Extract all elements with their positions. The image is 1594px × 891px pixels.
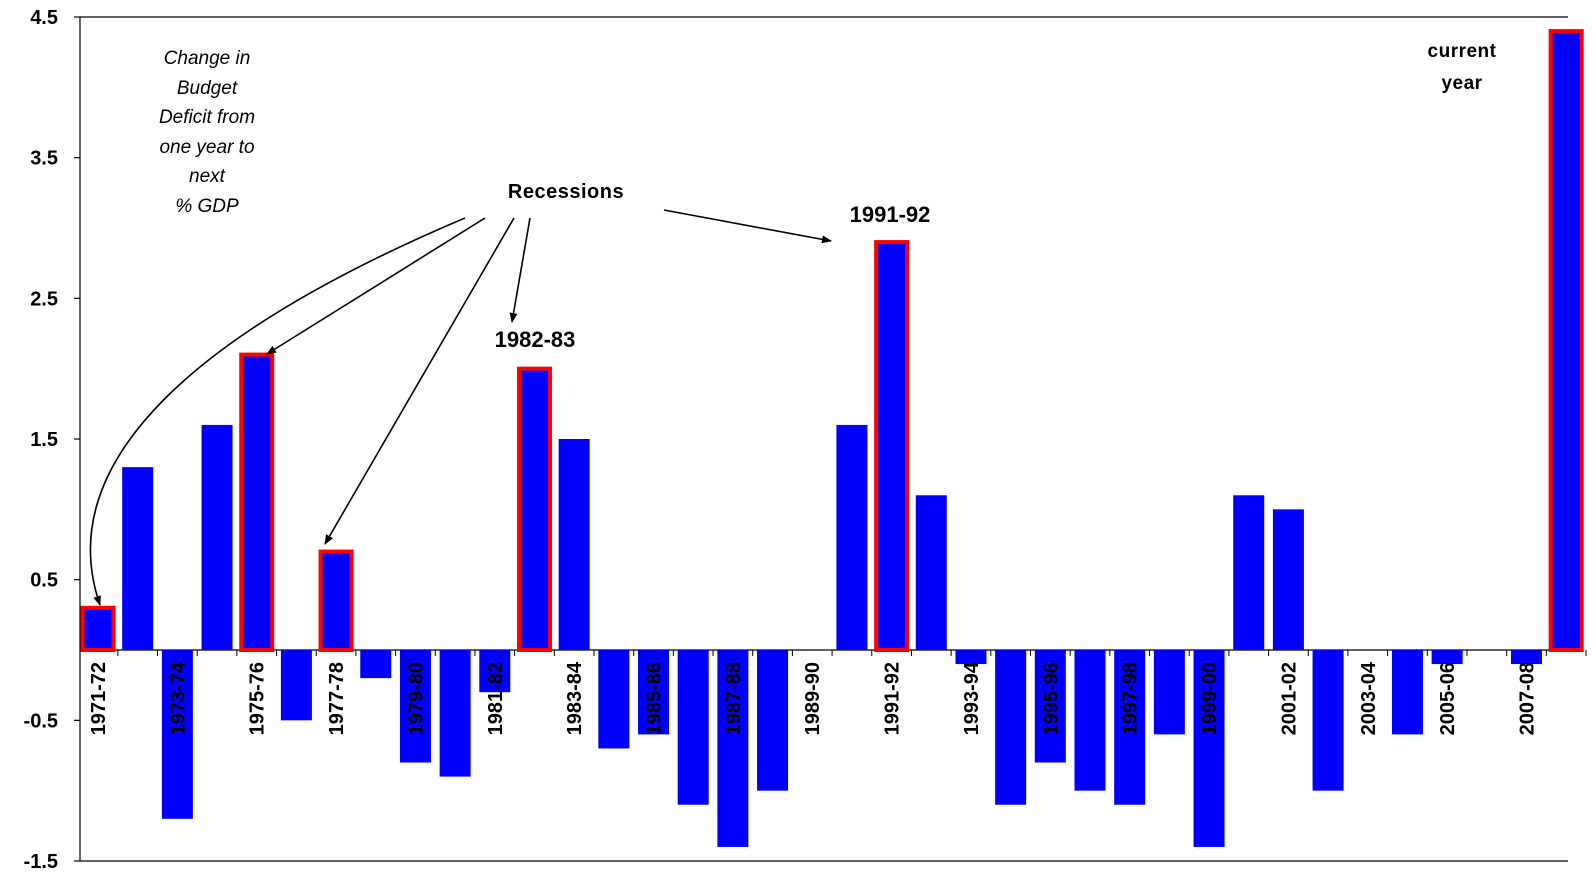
y-tick-label: 0.5 [30, 570, 58, 592]
x-tick-label: 1997-98 [1120, 662, 1142, 735]
bar-1973-74 [161, 650, 193, 819]
description-line: Change in [163, 48, 251, 69]
x-tick-label: 1975-76 [247, 662, 269, 735]
bar-1998-99 [1153, 650, 1185, 735]
x-tick-label: 1973-74 [167, 661, 189, 735]
x-tick-label: 1991-92 [882, 662, 904, 735]
x-tick-label: 1981-82 [485, 662, 507, 735]
recession-arrows [89, 209, 832, 606]
description-line: one year to [159, 136, 255, 158]
x-tick-label: 2003-04 [1358, 661, 1380, 735]
bar-1980-81 [439, 650, 471, 777]
bar-1997-98 [1114, 650, 1146, 805]
bar-recession-1975-76 [239, 352, 275, 652]
current-year-line: year [1441, 73, 1483, 94]
x-tick-label: 2005-06 [1437, 662, 1459, 735]
description-line: Deficit from [158, 107, 256, 128]
x-tick-label: 1985-86 [644, 662, 666, 735]
bar-2005-06 [1431, 650, 1463, 665]
bar-1999-00 [1193, 650, 1225, 847]
arrow-to-1975-76 [266, 217, 486, 355]
bar-recession-2008-09 [1548, 29, 1584, 653]
bar-1992-93 [915, 495, 947, 650]
x-tick-label: 1999-00 [1199, 662, 1221, 735]
arrow-to-1991-92 [663, 209, 832, 244]
x-tick-label: 1995-96 [1040, 662, 1062, 735]
bar-recession-1982-83 [516, 366, 552, 652]
bar-1995-96 [1034, 650, 1066, 763]
x-tick-label: 1979-80 [405, 662, 427, 735]
bar-recession-1971-72 [80, 605, 116, 652]
y-tick-label: 3.5 [30, 148, 58, 170]
y-tick-label: 2.5 [30, 288, 58, 310]
bar-recession-1991-92 [874, 240, 910, 652]
bar-1981-82 [479, 650, 511, 693]
bar-2004-05 [1391, 650, 1423, 735]
description-line: % GDP [175, 195, 239, 217]
y-tick-label: 4.5 [30, 7, 58, 29]
bar-1990-91 [836, 424, 868, 650]
x-tick-label: 1989-90 [802, 662, 824, 735]
bar-1987-88 [717, 650, 749, 847]
current-year-label: current year [1410, 36, 1514, 100]
x-tick-label: 1971-72 [88, 662, 110, 735]
y-tick-label: -1.5 [24, 851, 58, 873]
bar-1986-87 [677, 650, 709, 805]
bar-1996-97 [1074, 650, 1106, 791]
bar-1983-84 [558, 439, 590, 650]
bar-1978-79 [360, 650, 392, 679]
recessions-label: Recessions [507, 181, 625, 203]
bar-recession-1977-78 [318, 549, 354, 652]
x-tick-label: 1993-94 [961, 661, 983, 735]
bar-1974-75 [201, 424, 233, 650]
x-tick-label: 1983-84 [564, 661, 586, 735]
arrow-to-1977-78 [324, 217, 515, 545]
bar-2002-03 [1312, 650, 1344, 791]
bar-1993-94 [955, 650, 987, 665]
bar-1994-95 [995, 650, 1027, 805]
current-year-line: current [1427, 41, 1497, 62]
x-tick-label: 1987-88 [723, 662, 745, 735]
x-tick-label: 2007-08 [1516, 662, 1538, 735]
bar-1976-77 [280, 650, 312, 721]
bar-1984-85 [598, 650, 630, 749]
y-tick-label: 1.5 [30, 429, 58, 451]
x-tick-label: 1977-78 [326, 662, 348, 735]
bar-1972-73 [122, 467, 154, 650]
recession-1982-83-label: 1982-83 [494, 327, 576, 352]
bar-1979-80 [399, 650, 431, 763]
y-tick-label: -0.5 [24, 710, 58, 732]
description-line: next [189, 166, 225, 187]
bar-1985-86 [638, 650, 670, 735]
recession-1991-92-label: 1991-92 [849, 202, 931, 227]
description-line: Budget [176, 77, 238, 99]
bar-2007-08 [1510, 650, 1542, 665]
chart-description-note: Change in Budget Deficit from one year t… [132, 44, 282, 221]
x-tick-label: 2001-02 [1278, 662, 1300, 735]
bar-2000-01 [1233, 495, 1265, 650]
bar-1988-89 [757, 650, 789, 791]
bar-2001-02 [1272, 509, 1304, 650]
arrow-to-1982-83 [509, 217, 531, 323]
arrow-to-1971-72 [89, 217, 466, 606]
